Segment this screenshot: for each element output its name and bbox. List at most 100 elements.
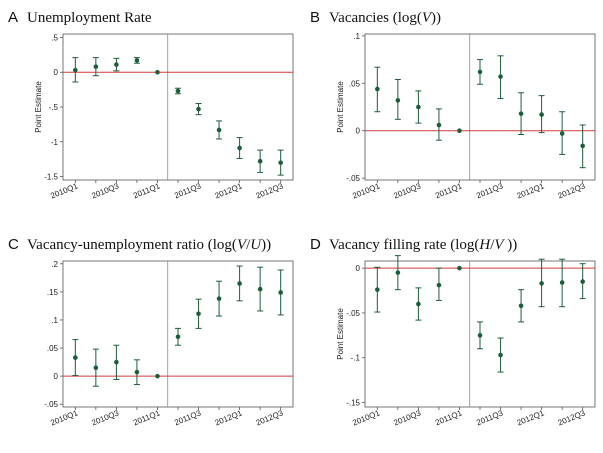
data-point-group <box>236 137 243 159</box>
data-point-group <box>435 108 442 141</box>
point-estimate <box>395 270 401 275</box>
y-tick-label: .1 <box>353 32 360 41</box>
data-point-group <box>175 87 181 95</box>
y-axis-label: Point Estimate <box>336 308 345 360</box>
data-point-group <box>415 90 422 124</box>
data-point-group <box>497 337 504 373</box>
point-estimate <box>457 265 462 271</box>
chart-svg: C Vacancy-unemployment ratio (log(V/U)) .2… <box>8 236 294 428</box>
data-point-group <box>216 120 223 140</box>
point-estimate <box>196 311 201 317</box>
point-estimate <box>436 282 442 288</box>
x-tick-label: 2010Q1 <box>351 408 381 427</box>
data-point-group <box>195 103 202 116</box>
chart-title: Vacancy filling rate (log(H/V )) <box>329 237 517 253</box>
point-estimate <box>416 104 421 110</box>
data-point-group <box>175 327 181 346</box>
y-tick-label: .5 <box>51 33 58 42</box>
x-tick-label: 2011Q1 <box>434 181 464 200</box>
y-tick-label: .05 <box>349 79 361 88</box>
data-point-group <box>477 59 483 85</box>
data-point-group <box>195 298 202 329</box>
x-tick-label: 2012Q1 <box>516 408 546 427</box>
point-estimate <box>257 158 263 164</box>
y-tick-label: -.5 <box>49 103 59 112</box>
data-point-group <box>579 124 586 169</box>
panel-vacancy-filling-rate: D Vacancy filling rate (log(H/V )) Point E… <box>302 227 603 453</box>
x-tick-label: 2011Q3 <box>475 408 505 427</box>
y-tick-label: -.15 <box>346 399 360 408</box>
data-point-group <box>92 348 99 387</box>
chart-title: Unemployment Rate <box>27 10 152 26</box>
panel-vacancies: B Vacancies (log(V)) Point Estimate .1 .05 0 -… <box>302 0 603 226</box>
point-estimate <box>155 373 160 379</box>
data-point-group <box>277 269 284 316</box>
data-point-group <box>277 149 284 176</box>
x-tick-label: 2011Q3 <box>173 181 203 200</box>
x-tick-label: 2010Q3 <box>392 408 422 427</box>
data-point-group <box>518 92 525 135</box>
point-estimate <box>216 127 222 133</box>
chart-svg: A Unemployment Rate Point Estimate .5 0 -.5 -1… <box>8 9 294 201</box>
y-tick-label: -1.5 <box>44 173 58 182</box>
plot-frame <box>364 33 596 181</box>
data-point-group <box>538 95 545 134</box>
data-point-group <box>457 265 462 271</box>
data-point-group <box>457 128 462 134</box>
x-tick-label: 2011Q1 <box>132 408 162 427</box>
y-axis-label: Point Estimate <box>336 81 345 133</box>
data-point-group <box>133 359 140 386</box>
point-estimate <box>155 69 160 75</box>
point-estimate <box>559 131 565 136</box>
x-tick-label: 2010Q1 <box>49 408 79 427</box>
data-point-group <box>538 258 545 308</box>
point-estimate <box>539 112 544 117</box>
data-point-group <box>394 79 401 120</box>
point-estimate <box>114 62 119 67</box>
chart-svg: D Vacancy filling rate (log(H/V )) Point E… <box>310 236 596 428</box>
point-estimate <box>73 67 78 73</box>
x-tick-label: 2011Q1 <box>132 181 162 200</box>
point-estimate <box>518 111 524 116</box>
point-estimate <box>73 355 78 360</box>
chart-title: Vacancies (log(V)) <box>329 10 441 26</box>
data-point-group <box>374 66 381 113</box>
point-estimate <box>114 359 119 365</box>
panel-letter: B <box>310 9 320 26</box>
y-tick-label: .2 <box>51 260 58 269</box>
point-estimate <box>518 303 524 309</box>
y-tick-label: 0 <box>54 68 59 77</box>
chart-svg: B Vacancies (log(V)) Point Estimate .1 .05 0 -… <box>310 9 596 201</box>
point-estimate <box>498 74 503 79</box>
point-estimate <box>257 286 263 292</box>
point-estimate <box>580 279 585 284</box>
data-point-group <box>155 373 160 379</box>
point-estimate <box>93 64 99 69</box>
data-point-group <box>133 57 140 64</box>
x-tick-label: 2012Q1 <box>214 181 244 200</box>
point-estimate <box>237 281 242 286</box>
x-tick-label: 2010Q3 <box>90 408 120 427</box>
y-tick-label: -1 <box>51 138 59 147</box>
point-estimate <box>477 69 483 75</box>
point-estimate <box>416 301 421 307</box>
x-tick-label: 2012Q3 <box>557 181 587 200</box>
y-tick-label: .05 <box>47 344 59 353</box>
x-tick-label: 2010Q3 <box>90 181 120 200</box>
data-point-group <box>113 344 120 380</box>
x-tick-label: 2010Q1 <box>49 181 79 200</box>
point-estimate <box>278 290 283 295</box>
y-tick-label: -.05 <box>346 309 360 318</box>
data-point-group <box>579 263 586 300</box>
x-tick-label: 2011Q3 <box>475 181 505 200</box>
panel-letter: D <box>310 236 321 253</box>
y-tick-label: .15 <box>47 288 59 297</box>
point-estimate <box>375 287 380 292</box>
point-estimate <box>134 369 140 375</box>
y-axis-label: Point Estimate <box>34 81 43 133</box>
data-point-group <box>497 55 504 99</box>
y-tick-label: -.1 <box>351 354 361 363</box>
plot-frame <box>62 33 294 181</box>
point-estimate <box>559 280 565 285</box>
y-tick-label: 0 <box>54 372 59 381</box>
